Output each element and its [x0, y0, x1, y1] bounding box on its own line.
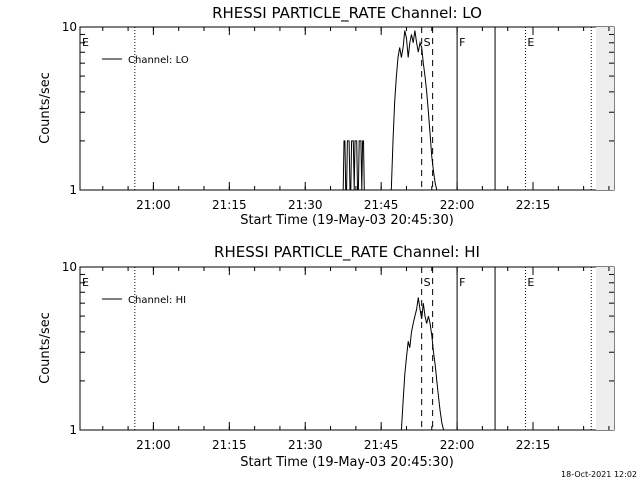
- marker-label-lo-6: E: [527, 36, 534, 49]
- x-tick-label-lo-2: 21:30: [288, 198, 323, 212]
- x-tick-label-hi-2: 21:30: [288, 438, 323, 452]
- y-tick-label-hi-0: 1: [69, 423, 77, 437]
- x-tick-label-hi-0: 21:00: [136, 438, 171, 452]
- series-line-lo-0: [342, 30, 439, 191]
- panel-lo: RHESSI PARTICLE_RATE Channel: LO E S F E 21…: [38, 4, 615, 228]
- series-line-hi-0: [400, 297, 445, 431]
- x-tick-label-hi-4: 22:00: [440, 438, 475, 452]
- legend-lo-label: Channel: LO: [128, 55, 189, 66]
- x-tick-label-lo-5: 22:15: [516, 198, 551, 212]
- panel-lo-legend: Channel: LO: [102, 55, 189, 66]
- marker-label-hi-6: E: [527, 276, 534, 289]
- panel-hi-title: RHESSI PARTICLE_RATE Channel: HI: [214, 243, 480, 262]
- panel-lo-shade: [596, 27, 614, 190]
- y-tick-label-hi-1: 10: [62, 260, 77, 274]
- panel-hi-shade: [596, 267, 614, 430]
- x-tick-label-lo-4: 22:00: [440, 198, 475, 212]
- panel-lo-ylabel: Counts/sec: [38, 72, 53, 144]
- panel-hi-frame: [79, 266, 615, 431]
- marker-label-hi-2: S: [424, 276, 431, 289]
- marker-label-lo-4: F: [459, 36, 465, 49]
- x-tick-label-lo-3: 21:45: [364, 198, 399, 212]
- y-tick-label-lo-0: 1: [69, 183, 77, 197]
- x-tick-label-lo-0: 21:00: [136, 198, 171, 212]
- footer-timestamp: 18-Oct-2021 12:02: [561, 470, 637, 479]
- marker-label-lo-2: S: [424, 36, 431, 49]
- legend-hi-label: Channel: HI: [128, 295, 186, 306]
- panel-hi: RHESSI PARTICLE_RATE Channel: HI E S F E 21…: [38, 243, 615, 470]
- marker-label-hi-0: E: [82, 276, 89, 289]
- panel-hi-ylabel: Counts/sec: [38, 312, 53, 384]
- x-tick-label-hi-1: 21:15: [212, 438, 247, 452]
- x-tick-label-hi-3: 21:45: [364, 438, 399, 452]
- panel-hi-legend: Channel: HI: [102, 295, 186, 306]
- panel-lo-title: RHESSI PARTICLE_RATE Channel: LO: [212, 4, 482, 23]
- y-tick-label-lo-1: 10: [62, 20, 77, 34]
- x-tick-label-lo-1: 21:15: [212, 198, 247, 212]
- marker-label-hi-4: F: [459, 276, 465, 289]
- panel-lo-xlabel: Start Time (19-May-03 20:45:30): [240, 213, 454, 228]
- panel-hi-xlabel: Start Time (19-May-03 20:45:30): [240, 455, 454, 470]
- marker-label-lo-0: E: [82, 36, 89, 49]
- x-tick-label-hi-5: 22:15: [516, 438, 551, 452]
